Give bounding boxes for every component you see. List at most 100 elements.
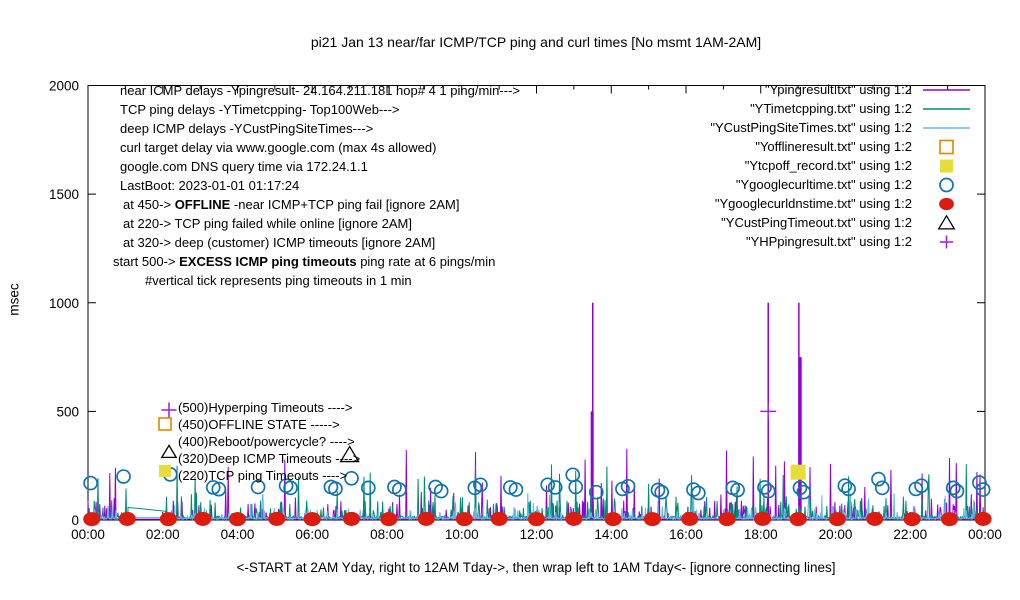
- chart-title: pi21 Jan 13 near/far ICMP/TCP ping and c…: [310, 34, 762, 50]
- filled-circle-icon: [228, 512, 247, 527]
- open-circle-icon: [792, 480, 808, 496]
- threshold-annotation: (500)Hyperping Timeouts ---->: [161, 400, 352, 418]
- open-circle-icon: [760, 483, 776, 499]
- open-circle-icon: [949, 483, 965, 499]
- open-circle-icon: [116, 469, 131, 484]
- open-circle-icon: [975, 482, 991, 497]
- x-tick-label: 00:00: [71, 527, 105, 542]
- filled-circle-icon: [828, 512, 846, 527]
- open-triangle-icon: [339, 445, 360, 463]
- annotation-line: at 320-> deep (customer) ICMP timeouts […: [123, 235, 435, 250]
- x-tick-label: 06:00: [295, 527, 329, 542]
- filled-square-icon: [790, 464, 806, 480]
- points-Ygooglecurldnstime.txt: [83, 511, 992, 527]
- x-tick-label: 10:00: [445, 527, 479, 542]
- legend-item: "Yofflineresult.txt" using 1:2: [755, 139, 954, 155]
- legend-label: "YCustPingSiteTimes.txt" using 1:2: [710, 120, 912, 135]
- open-circle-icon: [283, 480, 298, 496]
- open-circle-icon: [473, 477, 488, 493]
- open-circle-icon: [871, 471, 886, 487]
- open-circle-icon: [620, 478, 636, 494]
- open-circle-icon: [211, 481, 227, 497]
- filled-circle-icon: [342, 511, 361, 526]
- x-tick-label: 18:00: [744, 527, 778, 542]
- x-tick-label: 22:00: [893, 527, 927, 542]
- filled-circle-icon: [527, 512, 546, 527]
- annotation-line: at 220-> TCP ping failed while online [i…: [123, 216, 412, 231]
- filled-circle-icon: [789, 512, 807, 527]
- open-circle-icon: [250, 479, 266, 495]
- legend-label: "YHPpingresult.txt" using 1:2: [746, 234, 912, 249]
- open-triangle-icon: [937, 214, 956, 230]
- filled-circle-icon: [974, 511, 992, 526]
- threshold-label: (500)Hyperping Timeouts ---->: [178, 400, 352, 415]
- open-circle-icon: [565, 467, 581, 483]
- y-tick-label: 1000: [49, 296, 79, 311]
- open-circle-icon: [205, 480, 221, 495]
- open-circle-icon: [796, 484, 812, 500]
- filled-circle-icon: [939, 197, 954, 211]
- threshold-label: (450)OFFLINE STATE ----->: [178, 417, 340, 432]
- points-Ytcpoff_record.txt: [790, 464, 806, 480]
- plus-icon: [760, 403, 777, 420]
- annotation-line: TCP ping delays -YTimetcpping- Top100Web…: [120, 102, 400, 117]
- annotation-line: google.com DNS query time via 172.24.1.1: [120, 159, 368, 174]
- annotation-line: curl target delay via www.google.com (ma…: [120, 140, 436, 155]
- x-tick-label: 20:00: [819, 527, 853, 542]
- legend-label: "Ytcpoff_record.txt" using 1:2: [745, 158, 912, 173]
- filled-circle-icon: [417, 511, 435, 526]
- filled-circle-icon: [455, 512, 473, 527]
- filled-circle-icon: [159, 512, 177, 527]
- filled-circle-icon: [380, 512, 398, 527]
- annotation-line: deep ICMP delays -YCustPingSiteTimes--->: [120, 121, 373, 136]
- threshold-annotation: (220)TCP ping Timeouts ---->: [159, 465, 347, 483]
- filled-circle-icon: [194, 511, 212, 526]
- open-circle-icon: [757, 480, 772, 495]
- annotation-line: start 500-> EXCESS ICMP ping timeouts pi…: [113, 254, 495, 269]
- open-circle-icon: [841, 481, 856, 497]
- annotation-line: near ICMP delays -Ypingresult- 24.164.21…: [120, 83, 520, 98]
- filled-circle-icon: [565, 511, 583, 526]
- legend-label: "Ygooglecurltime.txt" using 1:2: [736, 177, 912, 192]
- open-square-icon: [939, 139, 954, 155]
- filled-circle-icon: [718, 512, 736, 527]
- threshold-label: (320)Deep ICMP Timeouts ---->: [178, 451, 360, 466]
- filled-circle-icon: [643, 512, 661, 527]
- open-circle-icon: [344, 470, 359, 486]
- open-circle-icon: [83, 475, 98, 491]
- x-tick-label: 16:00: [669, 527, 703, 542]
- y-tick-label: 2000: [49, 79, 79, 94]
- legend-item: "Ypingresult.txt" using 1:2: [765, 82, 970, 97]
- filled-circle-icon: [866, 511, 884, 526]
- x-tick-label: 14:00: [594, 527, 628, 542]
- legend-label: "YCustPingTimeout.txt" using 1:2: [721, 215, 912, 230]
- open-circle-icon: [588, 484, 604, 500]
- filled-circle-icon: [490, 511, 508, 526]
- filled-circle-icon: [83, 512, 101, 527]
- open-square-icon: [158, 417, 172, 431]
- x-tick-label: 12:00: [520, 527, 554, 542]
- y-tick-label: 0: [71, 513, 79, 528]
- open-circle-icon: [837, 478, 853, 494]
- points-YHPpingresult.txt: [760, 403, 777, 420]
- x-tick-label: 08:00: [370, 527, 404, 542]
- filled-circle-icon: [903, 512, 921, 527]
- legend-item: "Ytcpoff_record.txt" using 1:2: [745, 158, 953, 173]
- filled-circle-icon: [754, 511, 772, 526]
- open-circle-icon: [939, 177, 954, 193]
- filled-circle-icon: [681, 511, 699, 526]
- open-circle-icon: [730, 482, 745, 498]
- x-axis-label: <-START at 2AM Yday, right to 12AM Tday-…: [236, 560, 836, 575]
- x-tick-label: 04:00: [221, 527, 255, 542]
- threshold-label: (400)Reboot/powercycle? ---->: [178, 434, 355, 449]
- open-circle-icon: [874, 480, 890, 496]
- threshold-annotation: (450)OFFLINE STATE ----->: [158, 417, 340, 432]
- open-circle-icon: [508, 482, 524, 497]
- y-tick-label: 1500: [49, 187, 79, 202]
- x-tick-label: 02:00: [146, 527, 180, 542]
- threshold-annotation: (320)Deep ICMP Timeouts ---->: [160, 444, 360, 466]
- threshold-label: (220)TCP ping Timeouts ---->: [178, 468, 347, 483]
- plus-icon: [161, 402, 177, 418]
